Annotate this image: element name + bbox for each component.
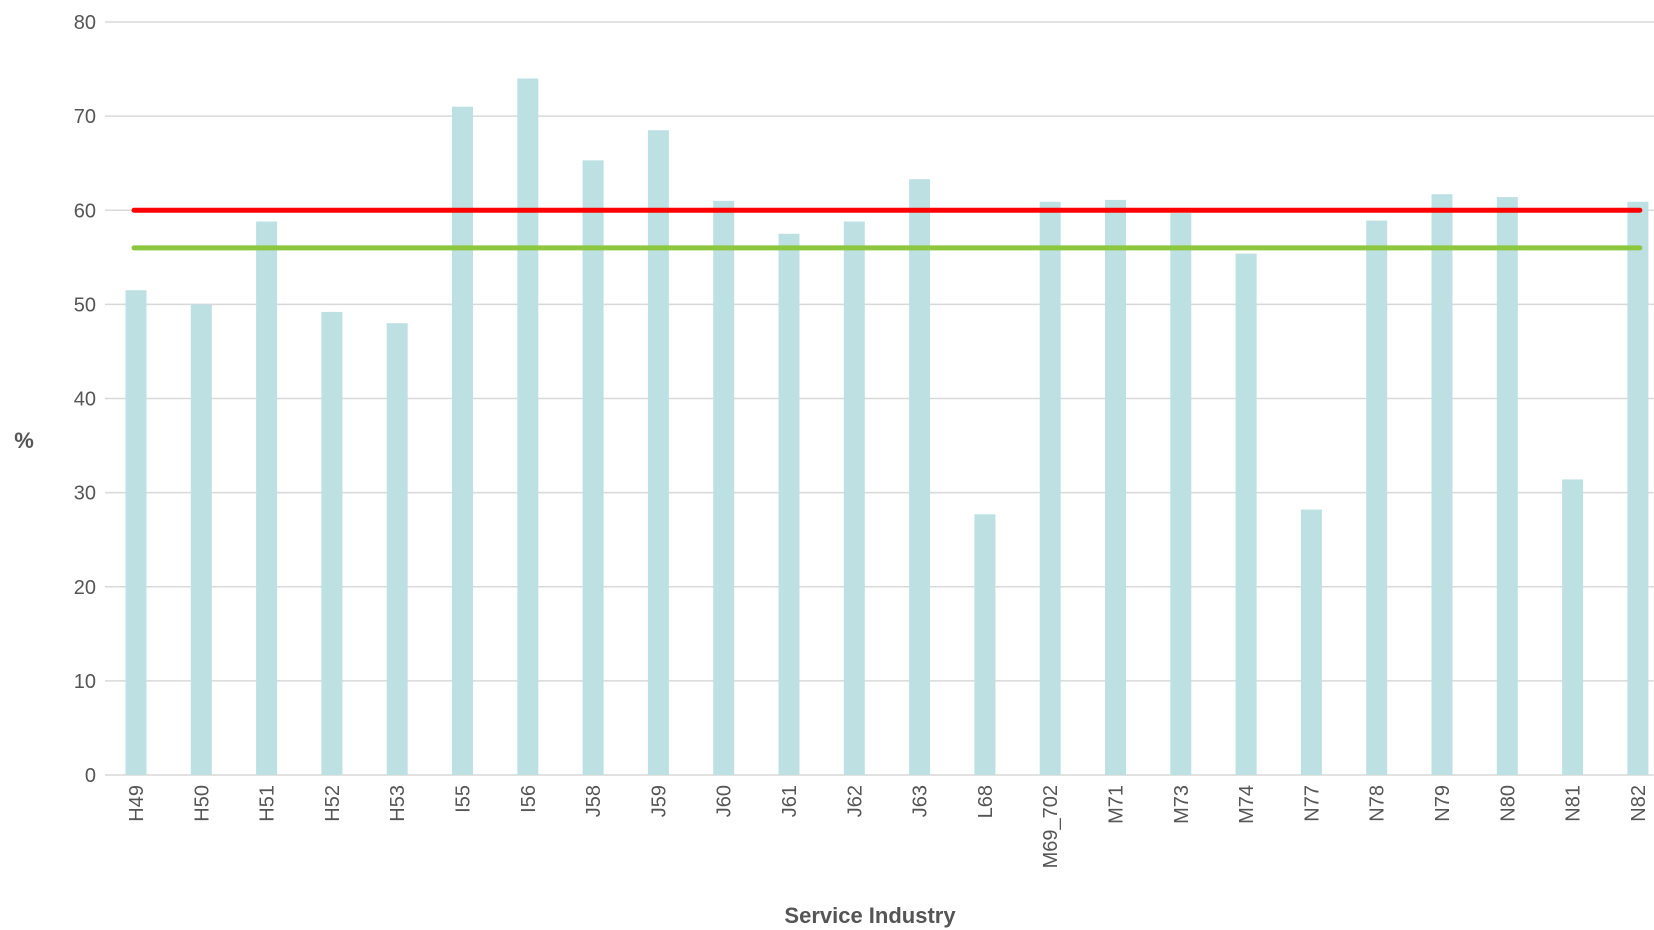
x-tick-label: J63: [910, 785, 932, 817]
y-tick-label: 40: [74, 389, 96, 411]
x-tick-label: N78: [1367, 785, 1389, 822]
bar-H51: [256, 221, 278, 776]
bar-J62: [843, 221, 865, 776]
bar-N81: [1562, 479, 1584, 775]
bar-J58: [582, 160, 604, 775]
bars: [125, 78, 1649, 776]
y-tick-label: 30: [74, 483, 96, 505]
bar-N80: [1496, 197, 1518, 775]
x-tick-label: I55: [453, 785, 475, 813]
x-tick-label: M69_702: [1040, 785, 1062, 868]
x-tick-label: M71: [1106, 785, 1128, 824]
x-tick-label: N77: [1301, 785, 1323, 822]
x-tick-label: I56: [518, 785, 540, 813]
y-tick-label: 0: [85, 765, 96, 787]
bar-M73: [1170, 213, 1192, 776]
bar-I55: [452, 106, 473, 775]
bar-N79: [1431, 194, 1453, 775]
x-tick-label: N82: [1628, 785, 1650, 822]
y-tick-label: 60: [74, 200, 96, 222]
x-tick-label: M73: [1171, 785, 1193, 824]
x-tick-label: J61: [779, 785, 801, 817]
bar-J59: [647, 130, 669, 775]
x-tick-label: H49: [126, 785, 148, 822]
bar-M69_702: [1039, 201, 1061, 775]
bar-H49: [125, 290, 147, 775]
bar-H53: [386, 323, 408, 775]
y-tick-label: 80: [74, 12, 96, 34]
bar-N78: [1366, 220, 1388, 775]
x-tick-label: H52: [322, 785, 344, 822]
x-tick-label: N79: [1432, 785, 1454, 822]
bar-J61: [778, 233, 800, 775]
x-tick-label: M74: [1236, 785, 1258, 824]
bar-J60: [713, 200, 735, 775]
y-axis-ticks: 0 10 20 30 40 50 60 70 80: [74, 12, 96, 787]
x-axis-title: Service Industry: [784, 903, 956, 928]
x-tick-label: N81: [1563, 785, 1585, 822]
bar-H52: [321, 311, 343, 775]
bar-N82: [1627, 201, 1649, 775]
bar-M74: [1235, 253, 1257, 776]
x-tick-label: J58: [583, 785, 605, 817]
x-tick-label: H53: [387, 785, 409, 822]
bar-I56: [517, 78, 539, 776]
y-tick-label: 70: [74, 106, 96, 128]
x-tick-label: N80: [1497, 785, 1519, 822]
y-tick-label: 20: [74, 577, 96, 599]
y-axis-title: %: [14, 428, 34, 453]
reference-lines: [131, 207, 1643, 251]
x-tick-label: H51: [257, 785, 279, 822]
x-tick-label: J59: [648, 785, 670, 817]
bar-N77: [1300, 509, 1322, 775]
x-tick-label: J60: [714, 785, 736, 817]
x-tick-label: H50: [191, 785, 213, 822]
bar-L68: [974, 514, 996, 775]
bar-H50: [190, 304, 212, 775]
bar-M71: [1105, 199, 1126, 776]
y-tick-label: 50: [74, 294, 96, 316]
x-axis-ticks: H49 H50 H51 H52 H53 I55 I56 J58 J59 J60 J61 J62 J63 L…: [126, 785, 1650, 868]
y-tick-label: 10: [74, 671, 96, 693]
x-tick-label: L68: [975, 785, 997, 818]
x-tick-label: J62: [844, 785, 866, 817]
bar-J63: [909, 179, 931, 776]
